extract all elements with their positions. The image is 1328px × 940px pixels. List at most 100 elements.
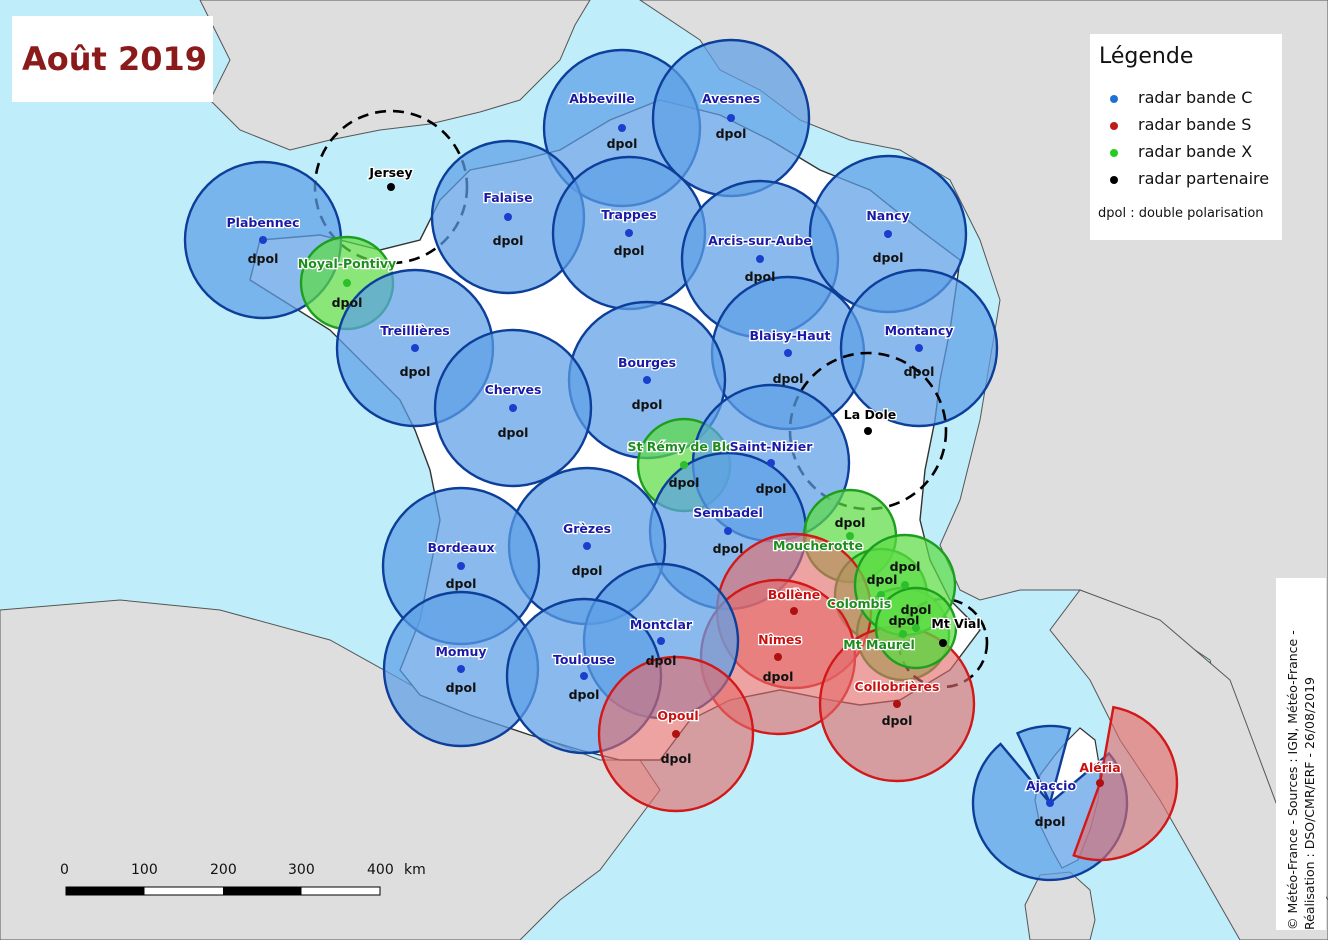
scale-tick-400: 400 [367, 862, 394, 878]
dpol-label-noyal-pontivy: dpol [332, 295, 363, 310]
station-label-montancy: Montancy [885, 323, 954, 338]
dpol-label-toulouse: dpol [569, 687, 600, 702]
station-dot-jersey [387, 183, 395, 191]
station-dot-st-remy-de-blot [680, 461, 688, 469]
dpol-label-plabennec: dpol [248, 251, 279, 266]
station-dot-x-band-alps-2 [912, 624, 920, 632]
scale-tick-300: 300 [288, 862, 315, 878]
station-dot-opoul [672, 730, 680, 738]
station-label-momuy: Momuy [435, 644, 486, 659]
dpol-label-treillieres: dpol [400, 364, 431, 379]
dpol-label-trappes: dpol [614, 243, 645, 258]
station-label-cherves: Cherves [485, 382, 542, 397]
dpol-label-montclar: dpol [646, 653, 677, 668]
coverage-ajaccio-sector [1015, 724, 1072, 807]
station-label-bordeaux: Bordeaux [427, 540, 494, 555]
dpol-label-cherves: dpol [498, 425, 529, 440]
station-label-ajaccio: Ajaccio [1026, 778, 1076, 793]
legend-item-partner: radar partenaire [1110, 169, 1269, 191]
credit-line-2: Réalisation : DSO/CMR/ERF - 26/08/2019 [1302, 677, 1317, 930]
scale-tick-0: 0 [60, 862, 69, 878]
station-dot-falaise [504, 213, 512, 221]
station-dot-colombis [877, 591, 885, 599]
station-label-opoul: Opoul [657, 708, 698, 723]
station-dot-montancy [915, 344, 923, 352]
scale-tick-200: 200 [210, 862, 237, 878]
station-label-arcis-sur-aube: Arcis-sur-Aube [708, 233, 812, 248]
dpol-label-moucherotte: dpol [835, 515, 866, 530]
dpol-label-x-band-alps-2: dpol [901, 602, 932, 617]
station-label-falaise: Falaise [483, 190, 532, 205]
station-dot-nimes [774, 653, 782, 661]
station-label-sembadel: Sembadel [693, 505, 763, 520]
station-label-moucherotte: Moucherotte [773, 538, 863, 553]
dpol-label-bordeaux: dpol [446, 576, 477, 591]
radar-stations: Abbeville dpol Avesnes dpol Jersey Falaise dpo… [225, 90, 1122, 829]
dpol-label-sembadel: dpol [713, 541, 744, 556]
dpol-label-avesnes: dpol [716, 126, 747, 141]
station-dot-treillieres [411, 344, 419, 352]
scale-unit: km [404, 862, 426, 878]
dpol-label-blaisy-haut: dpol [773, 371, 804, 386]
station-dot-toulouse [580, 672, 588, 680]
dpol-label-montancy: dpol [904, 364, 935, 379]
title-box: Août 2019 [12, 16, 213, 102]
station-dot-saint-nizier [767, 459, 775, 467]
coverage-aleria [1072, 705, 1179, 862]
station-label-grezes: Grèzes [563, 521, 611, 536]
dpol-label-momuy: dpol [446, 680, 477, 695]
station-dot-arcis-sur-aube [756, 255, 764, 263]
station-label-blaisy-haut: Blaisy-Haut [749, 328, 830, 343]
station-dot-bordeaux [457, 562, 465, 570]
station-label-abbeville: Abbeville [569, 91, 635, 106]
dpol-label-falaise: dpol [493, 233, 524, 248]
station-label-nancy: Nancy [866, 208, 909, 223]
station-label-colombis: Colombis [827, 596, 891, 611]
station-label-plabennec: Plabennec [227, 215, 300, 230]
scale-bar [65, 886, 381, 896]
credit-box: © Météo-France - Sources : IGN, Météo-Fr… [1276, 578, 1326, 930]
dpol-label-x-band-alps-1: dpol [890, 559, 921, 574]
legend-item-band-s: radar bande S [1110, 115, 1251, 137]
station-dot-mt-vial [939, 639, 947, 647]
station-dot-montclar [657, 637, 665, 645]
map-title: Août 2019 [22, 40, 208, 78]
blue-dot-icon [1110, 94, 1118, 103]
station-dot-aleria [1096, 779, 1104, 787]
green-dot-icon [1110, 148, 1118, 157]
station-dot-sembadel [724, 527, 732, 535]
station-label-avesnes: Avesnes [702, 91, 760, 106]
dpol-label-ajaccio: dpol [1035, 814, 1066, 829]
station-dot-plabennec [259, 236, 267, 244]
station-dot-momuy [457, 665, 465, 673]
station-dot-ajaccio [1046, 799, 1054, 807]
station-dot-cherves [509, 404, 517, 412]
station-label-trappes: Trappes [601, 207, 657, 222]
station-dot-nancy [884, 230, 892, 238]
station-dot-blaisy-haut [784, 349, 792, 357]
station-label-treillieres: Treillières [380, 323, 450, 338]
dpol-label-nancy: dpol [873, 250, 904, 265]
station-dot-avesnes [727, 114, 735, 122]
station-label-montclar: Montclar [630, 617, 693, 632]
station-label-noyal-pontivy: Noyal-Pontivy [298, 256, 396, 271]
legend-item-band-x: radar bande X [1110, 142, 1252, 164]
station-label-toulouse: Toulouse [553, 652, 615, 667]
station-dot-collobrieres [893, 700, 901, 708]
dpol-label-nimes: dpol [763, 669, 794, 684]
dpol-label-mt-maurel: dpol [889, 613, 920, 628]
station-dot-bollene [790, 607, 798, 615]
station-dot-noyal-pontivy [343, 279, 351, 287]
station-label-bollene: Bollène [768, 587, 821, 602]
station-label-saint-nizier: Saint-Nizier [730, 439, 814, 454]
dpol-label-opoul: dpol [661, 751, 692, 766]
dpol-label-colombis: dpol [867, 572, 898, 587]
black-dot-icon [1110, 175, 1118, 184]
red-dot-icon [1110, 121, 1118, 130]
station-label-aleria: Aléria [1079, 760, 1120, 775]
station-dot-mt-maurel [899, 630, 907, 638]
station-dot-moucherotte [846, 532, 854, 540]
station-label-jersey: Jersey [368, 165, 412, 180]
station-label-st-remy-de-blot: St Rémy de Blot [627, 439, 740, 454]
dpol-label-grezes: dpol [572, 563, 603, 578]
